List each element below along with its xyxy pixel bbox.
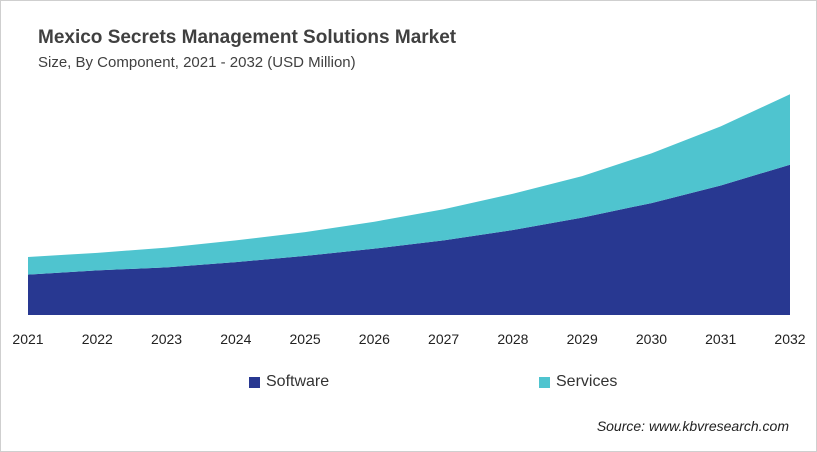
- x-tick-label: 2025: [290, 331, 321, 347]
- x-tick-label: 2023: [151, 331, 182, 347]
- legend-swatch-software: [249, 376, 260, 388]
- x-tick-label: 2024: [220, 331, 251, 347]
- area-software: [28, 164, 790, 315]
- x-tick-label: 2021: [12, 331, 43, 347]
- legend-label-services: Services: [556, 373, 618, 390]
- x-tick-label: 2027: [428, 331, 459, 347]
- x-tick-label: 2030: [636, 331, 667, 347]
- x-tick-label: 2029: [567, 331, 598, 347]
- chart-subtitle: Size, By Component, 2021 - 2032 (USD Mil…: [38, 54, 356, 71]
- x-tick-label: 2032: [774, 331, 805, 347]
- legend-item-software: Software: [249, 373, 329, 391]
- source-note: Source: www.kbvresearch.com: [596, 418, 789, 434]
- legend-item-services: Services: [539, 373, 617, 391]
- legend-swatch-services: [539, 376, 550, 388]
- x-tick-label: 2028: [497, 331, 528, 347]
- x-tick-label: 2022: [82, 331, 113, 347]
- x-tick-label: 2031: [705, 331, 736, 347]
- area-services: [28, 94, 790, 275]
- legend-label-software: Software: [266, 373, 330, 390]
- x-tick-label: 2026: [359, 331, 390, 347]
- chart-title: Mexico Secrets Management Solutions Mark…: [38, 27, 457, 48]
